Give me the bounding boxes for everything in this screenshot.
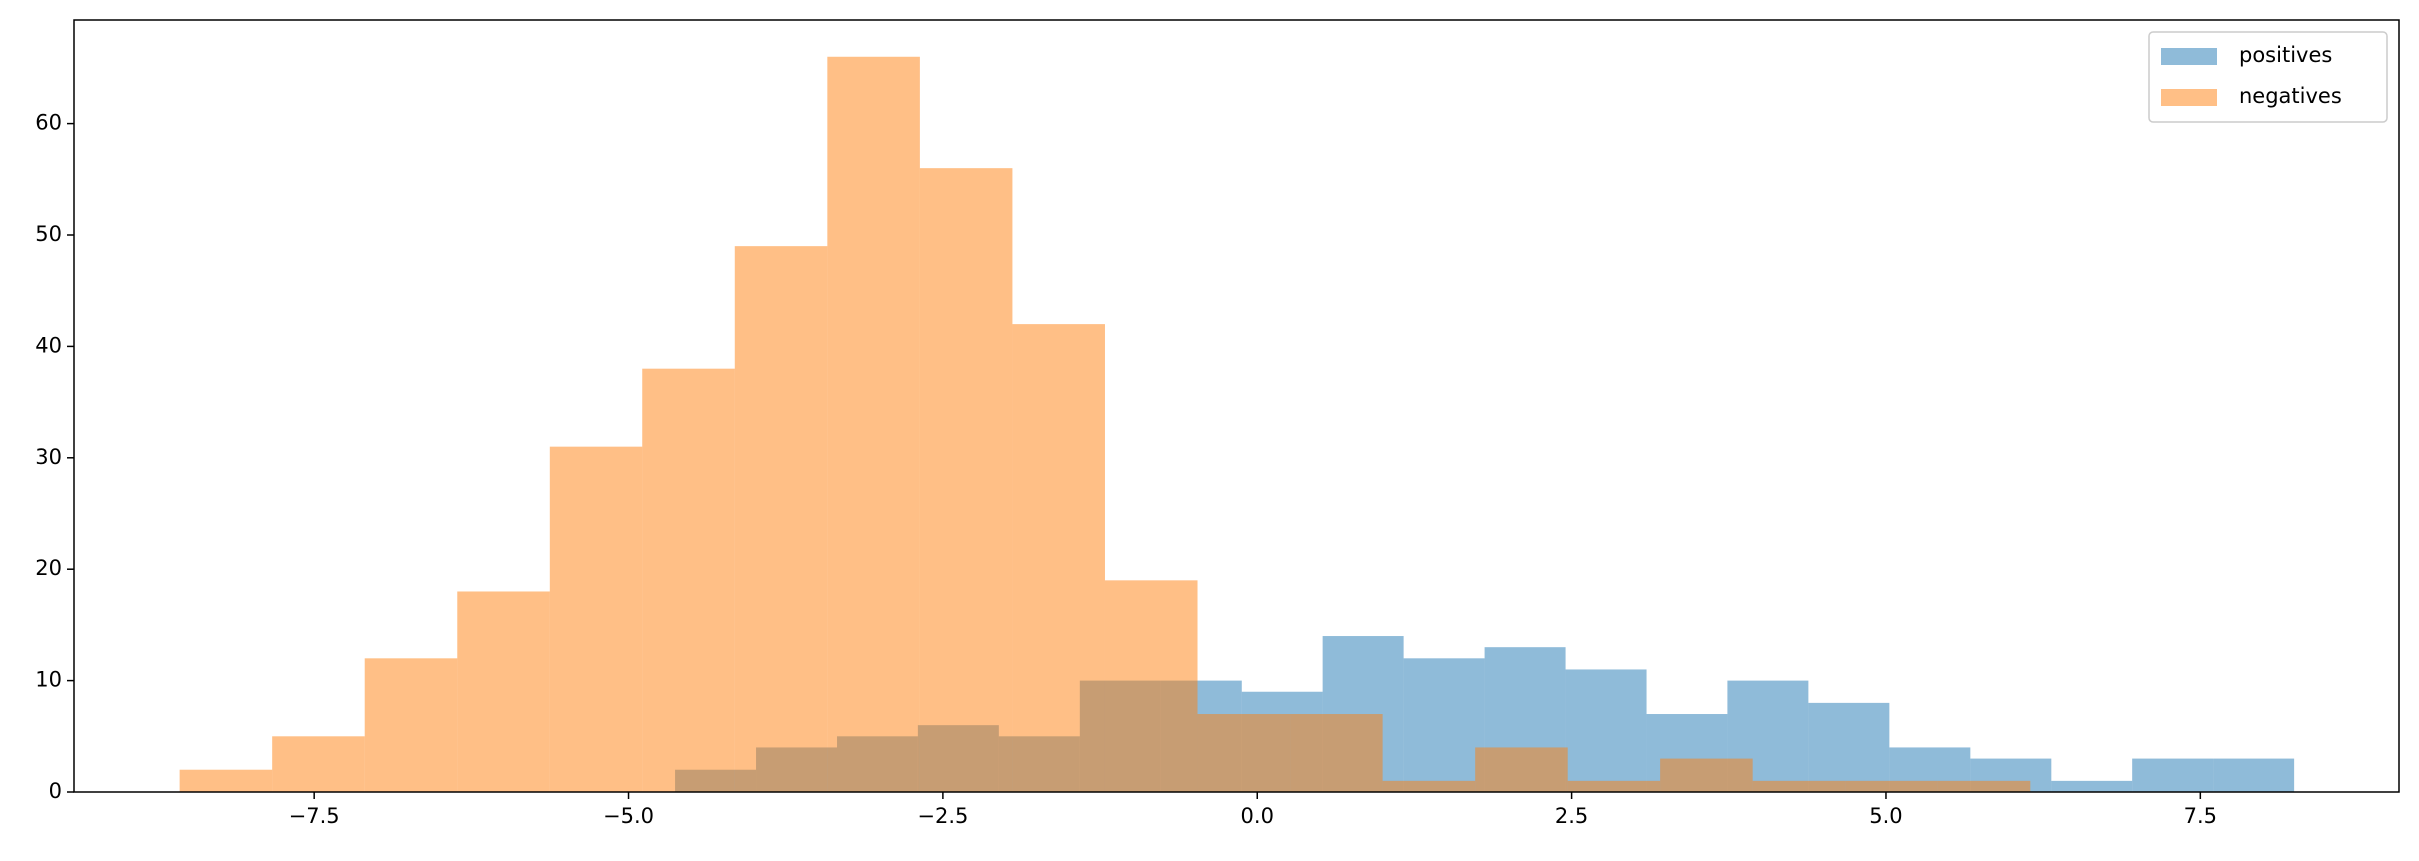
histogram-bar: [1403, 658, 1485, 792]
histogram-bar: [1567, 780, 1661, 792]
histogram-bar: [457, 591, 550, 792]
histogram-bar: [179, 769, 273, 792]
legend-swatch: [2161, 89, 2217, 106]
histogram-bar: [2132, 758, 2214, 792]
x-tick-label: −2.5: [917, 804, 968, 828]
x-tick-label: 7.5: [2184, 804, 2217, 828]
x-tick-label: −5.0: [603, 804, 654, 828]
histogram-bar: [1197, 714, 1291, 792]
histogram-bar: [2213, 758, 2295, 792]
histogram-bar: [1808, 702, 1890, 792]
y-tick-label: 60: [35, 111, 62, 135]
histogram-bar: [272, 736, 365, 792]
histogram-bar: [1475, 747, 1568, 792]
plot-frame: [73, 19, 2400, 793]
histogram-bar: [1752, 780, 1846, 792]
y-tick-label: 20: [35, 556, 62, 580]
y-tick-label: 40: [35, 333, 62, 357]
x-tick-label: −7.5: [289, 804, 340, 828]
x-tick-label: 5.0: [1869, 804, 1902, 828]
histogram-bar: [1937, 780, 2031, 792]
histogram-bar: [1104, 580, 1198, 792]
histogram-bar: [1290, 714, 1383, 792]
y-tick-label: 50: [35, 222, 62, 246]
histogram-bar: [1012, 324, 1105, 792]
histogram-bar: [919, 168, 1013, 792]
histogram-bar: [1845, 780, 1938, 792]
histogram-bar: [827, 56, 920, 793]
y-tick-label: 30: [35, 445, 62, 469]
histogram-bar: [1565, 669, 1647, 792]
histogram-bar: [364, 658, 458, 792]
x-tick-label: 0.0: [1241, 804, 1274, 828]
legend-label: positives: [2239, 43, 2332, 67]
legend-swatch: [2161, 48, 2217, 65]
histogram-bar: [549, 446, 643, 792]
histogram-bar: [1382, 780, 1476, 792]
y-tick-label: 10: [35, 668, 62, 692]
histogram-bar: [642, 368, 735, 792]
y-tick-label: 0: [49, 779, 62, 803]
histogram-bar: [2051, 780, 2133, 792]
x-tick-label: 2.5: [1555, 804, 1588, 828]
histogram-bar: [1660, 758, 1753, 792]
histogram-bar: [734, 246, 828, 792]
legend-label: negatives: [2239, 84, 2342, 108]
